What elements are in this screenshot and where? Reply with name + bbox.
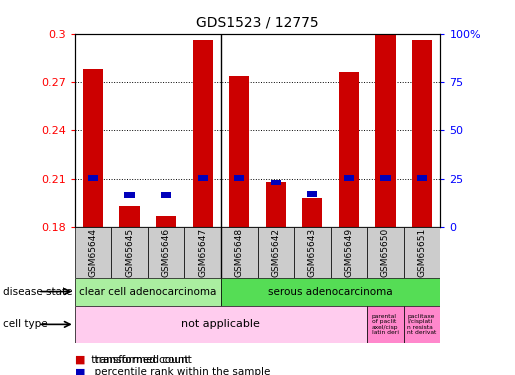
- Bar: [367, 227, 404, 278]
- Text: GSM65651: GSM65651: [418, 228, 426, 277]
- Text: disease state: disease state: [3, 286, 72, 297]
- Text: parental
of paclit
axel/cisp
latin deri: parental of paclit axel/cisp latin deri: [372, 314, 399, 335]
- Bar: [381, 175, 390, 181]
- Text: not applicable: not applicable: [181, 320, 261, 329]
- Bar: [294, 227, 331, 278]
- Text: GSM65646: GSM65646: [162, 228, 170, 277]
- Text: paclitaxe
l/cisplati
n resista
nt derivat: paclitaxe l/cisplati n resista nt deriva…: [407, 314, 437, 335]
- Bar: [83, 69, 103, 227]
- Bar: [198, 175, 208, 181]
- Bar: [266, 182, 286, 227]
- Text: GSM65647: GSM65647: [198, 228, 207, 277]
- Text: GSM65643: GSM65643: [308, 228, 317, 277]
- Text: GSM65648: GSM65648: [235, 228, 244, 277]
- Bar: [344, 175, 354, 181]
- Bar: [404, 227, 440, 278]
- Bar: [271, 180, 281, 185]
- Bar: [331, 227, 367, 278]
- Bar: [161, 192, 171, 198]
- Bar: [412, 40, 432, 227]
- Bar: [375, 34, 396, 227]
- Bar: [221, 227, 258, 278]
- Bar: [229, 76, 249, 227]
- Bar: [339, 72, 359, 227]
- Bar: [258, 227, 294, 278]
- Text: ■: ■: [75, 368, 85, 375]
- Bar: [125, 192, 134, 198]
- Text: GSM65644: GSM65644: [89, 228, 97, 277]
- Title: GDS1523 / 12775: GDS1523 / 12775: [196, 16, 319, 30]
- Text: GSM65642: GSM65642: [271, 228, 280, 277]
- Bar: [184, 227, 221, 278]
- Bar: [75, 278, 221, 306]
- Bar: [404, 306, 440, 343]
- Bar: [148, 227, 184, 278]
- Bar: [307, 191, 317, 197]
- Text: transformed count: transformed count: [88, 355, 191, 365]
- Text: GSM65650: GSM65650: [381, 228, 390, 277]
- Bar: [111, 227, 148, 278]
- Bar: [193, 40, 213, 227]
- Bar: [234, 175, 244, 181]
- Text: GSM65649: GSM65649: [345, 228, 353, 277]
- Text: percentile rank within the sample: percentile rank within the sample: [88, 368, 270, 375]
- Text: serous adenocarcinoma: serous adenocarcinoma: [268, 286, 393, 297]
- Bar: [75, 227, 111, 278]
- Text: ■  transformed count: ■ transformed count: [75, 355, 188, 365]
- Bar: [367, 306, 404, 343]
- Bar: [119, 206, 140, 227]
- Text: cell type: cell type: [3, 320, 47, 329]
- Text: ■: ■: [75, 355, 85, 365]
- Bar: [417, 175, 427, 181]
- Bar: [156, 216, 176, 227]
- Bar: [221, 278, 440, 306]
- Bar: [302, 198, 322, 227]
- Text: GSM65645: GSM65645: [125, 228, 134, 277]
- Bar: [75, 306, 367, 343]
- Bar: [88, 175, 98, 181]
- Text: clear cell adenocarcinoma: clear cell adenocarcinoma: [79, 286, 216, 297]
